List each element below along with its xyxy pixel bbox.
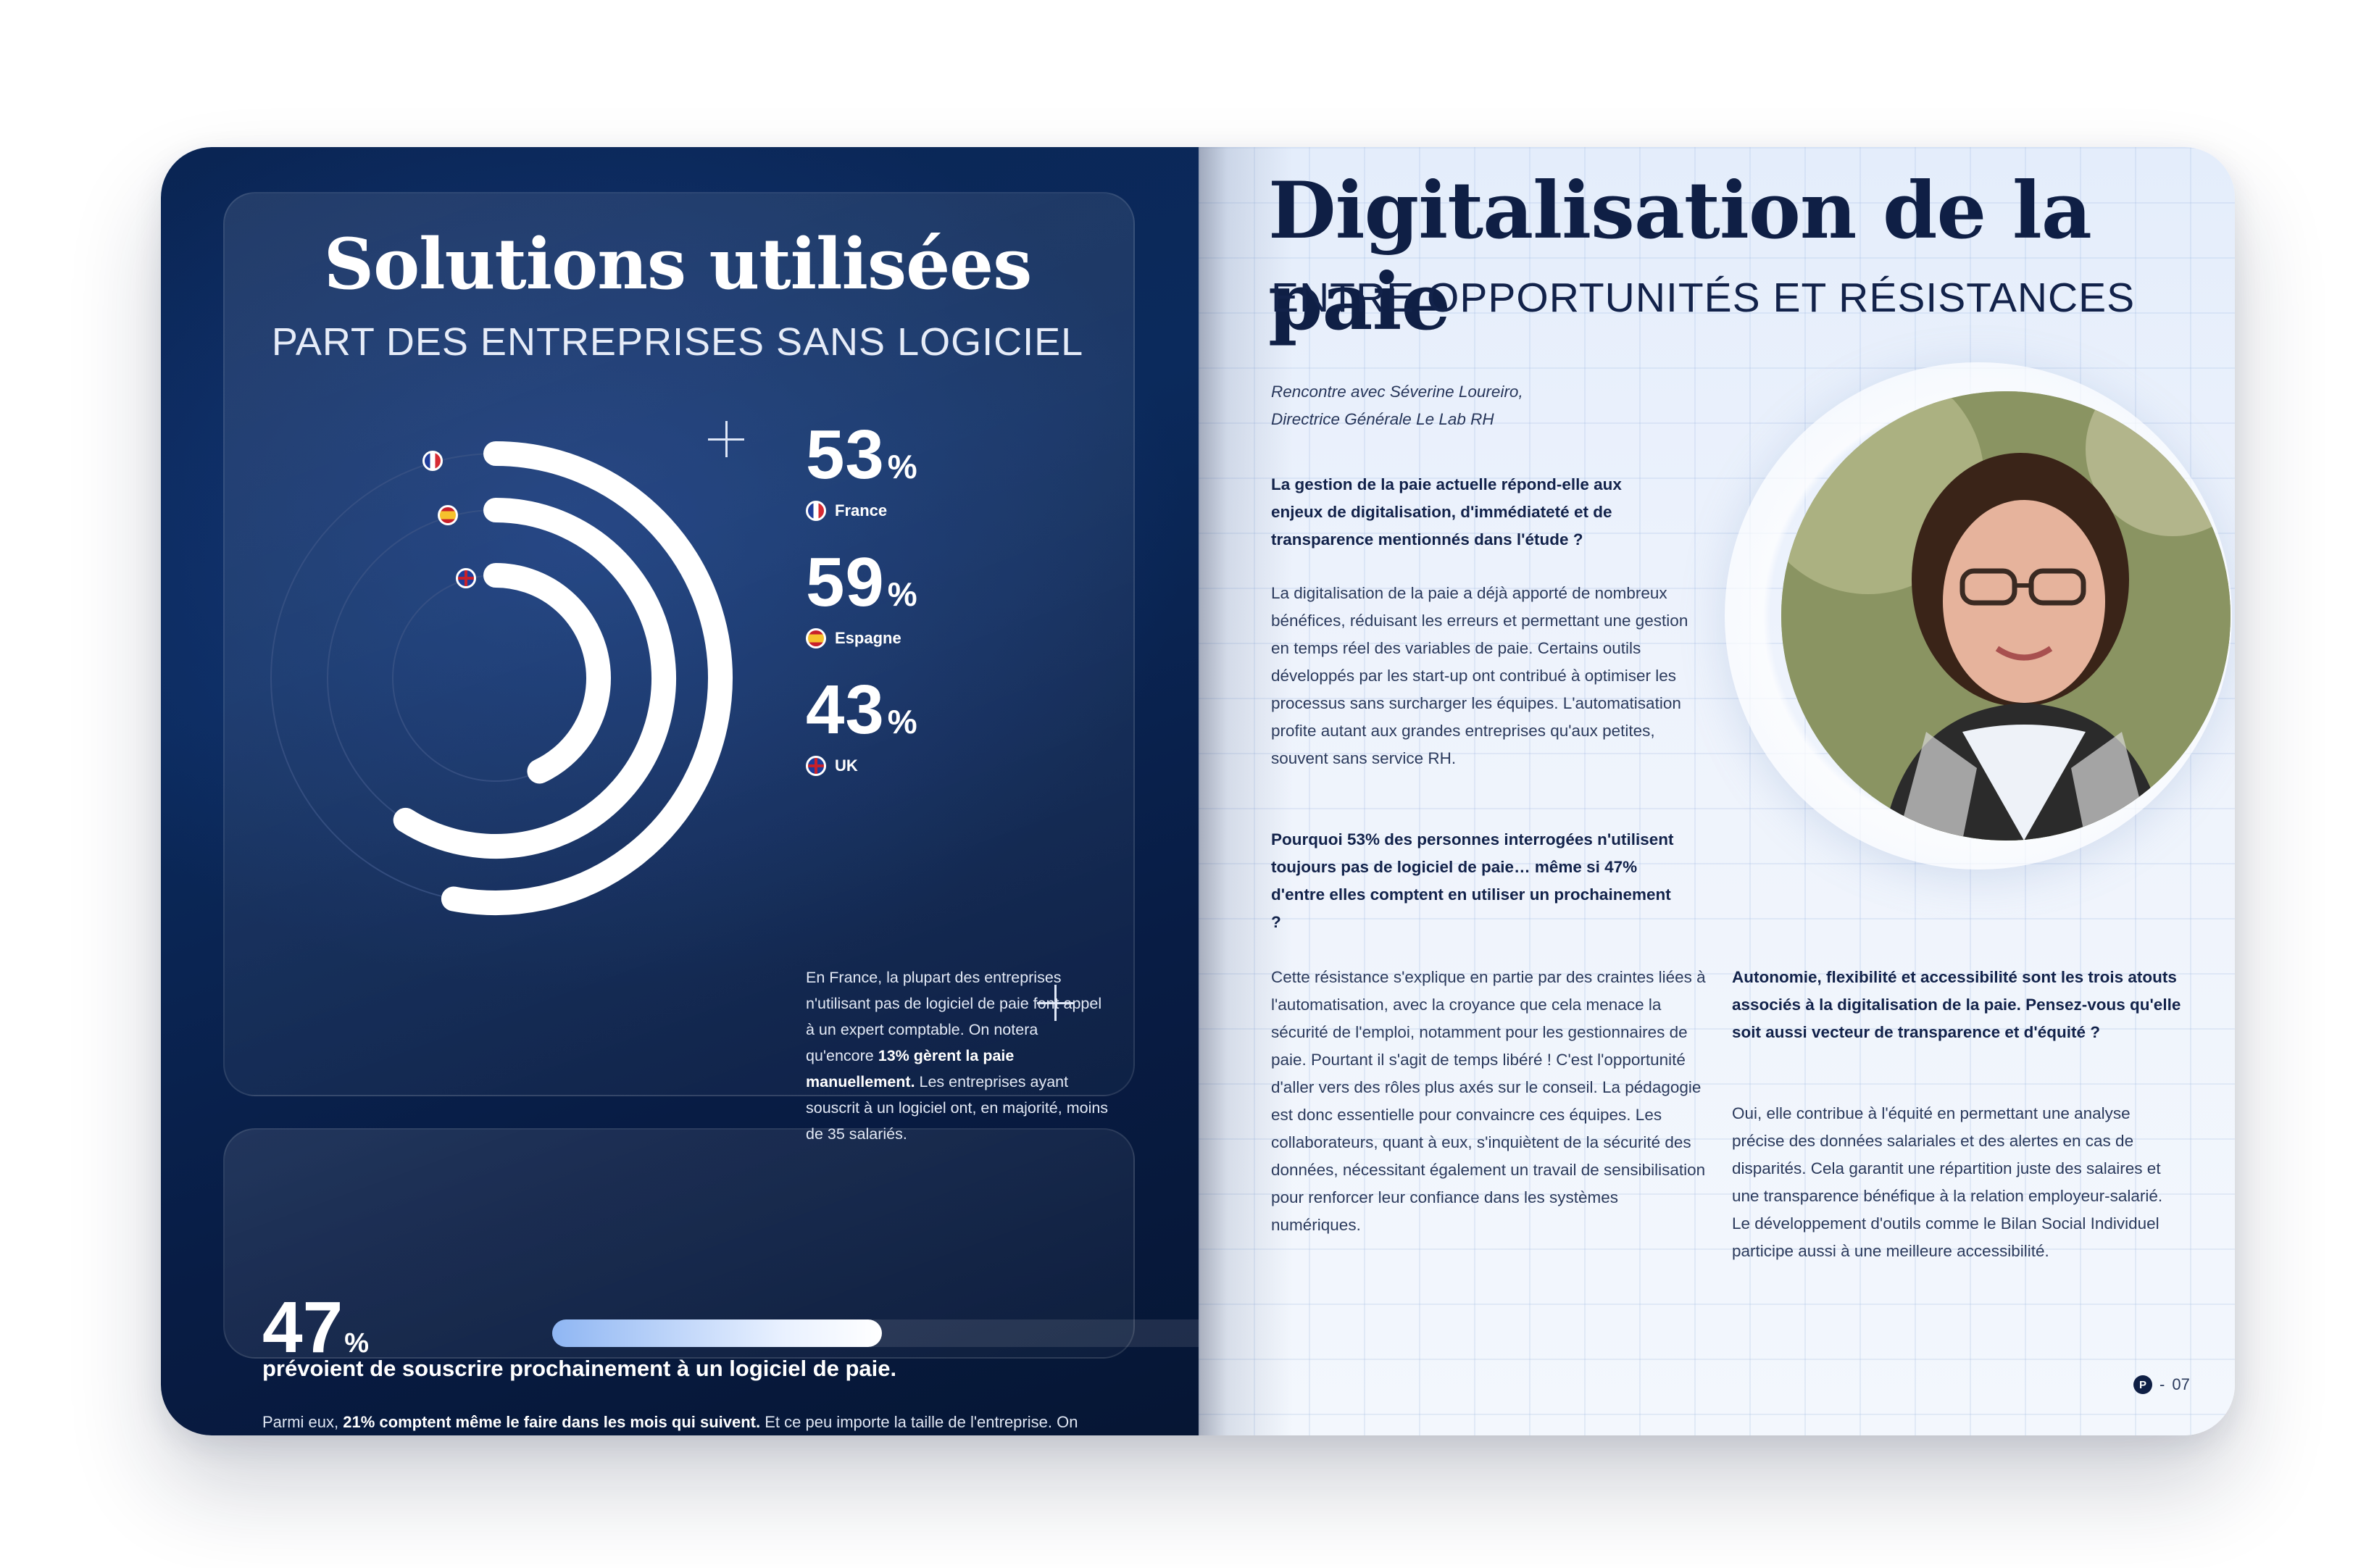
stat-value-47: 47%	[262, 1287, 370, 1368]
uk-flag-icon	[806, 756, 826, 776]
progress-fill	[552, 1319, 882, 1347]
answer-2: Cette résistance s'explique en partie pa…	[1271, 968, 1706, 1234]
stat-country-spain: Espagne	[806, 628, 901, 649]
question-2: Pourquoi 53% des personnes interrogées n…	[1271, 830, 1674, 931]
portrait-photo	[1781, 391, 2231, 841]
spain-flag-icon	[806, 628, 826, 649]
uk-flag-icon	[455, 567, 476, 588]
stat-value-uk: 43%	[806, 671, 918, 748]
progress-bar	[552, 1319, 1254, 1347]
chart-card	[223, 192, 1135, 1096]
question-3: Autonomie, flexibilité et accessibilité …	[1732, 968, 2181, 1041]
plus-icon	[1037, 985, 1073, 1021]
radial-bar-chart	[270, 441, 733, 915]
answer-3: Oui, elle contribue à l'équité en permet…	[1732, 1104, 2163, 1260]
chart-marker-france	[422, 451, 443, 471]
stat-value-spain: 59%	[806, 543, 918, 621]
left-page: Solutions utilisées PART DES ENTREPRISES…	[161, 147, 1254, 1435]
france-flag-icon	[422, 451, 443, 471]
stat-value-france: 53%	[806, 416, 918, 493]
chart-bar-espagne	[393, 498, 676, 859]
france-flag-icon	[806, 501, 826, 521]
answer-1: La digitalisation de la paie a déjà appo…	[1271, 584, 1688, 767]
portrait-illustration	[1781, 391, 2231, 841]
spain-flag-icon	[438, 504, 459, 525]
chart-marker-espagne	[438, 504, 459, 525]
question-1: La gestion de la paie actuelle répond-el…	[1271, 475, 1622, 549]
interview-intro: Rencontre avec Séverine Loureiro, Direct…	[1271, 383, 1523, 428]
brand-logo-icon: P	[2133, 1375, 2152, 1394]
stat-country-france: France	[806, 501, 887, 521]
chart-bar-france	[441, 441, 733, 915]
magazine-spread: Solutions utilisées PART DES ENTREPRISES…	[161, 147, 2235, 1435]
chart-bar-uk	[483, 563, 611, 784]
page-number-right: P - 07	[2133, 1375, 2190, 1394]
chart-marker-uk	[455, 567, 476, 588]
page-subtitle: PART DES ENTREPRISES SANS LOGICIEL	[271, 320, 1084, 364]
stat-country-uk: UK	[806, 756, 858, 776]
plus-icon	[708, 421, 744, 457]
page-title: Solutions utilisées	[323, 223, 1033, 305]
article-title: Digitalisation de la paie	[1268, 165, 2092, 348]
chart-description: En France, la plupart des entreprises n'…	[806, 969, 1109, 1143]
stat-description: Parmi eux, 21% comptent même le faire da…	[262, 1413, 1078, 1431]
article-subtitle: ENTRE OPPORTUNITÉS ET RÉSISTANCES	[1271, 275, 2136, 321]
stat-headline: prévoient de souscrire prochainement à u…	[262, 1356, 897, 1381]
